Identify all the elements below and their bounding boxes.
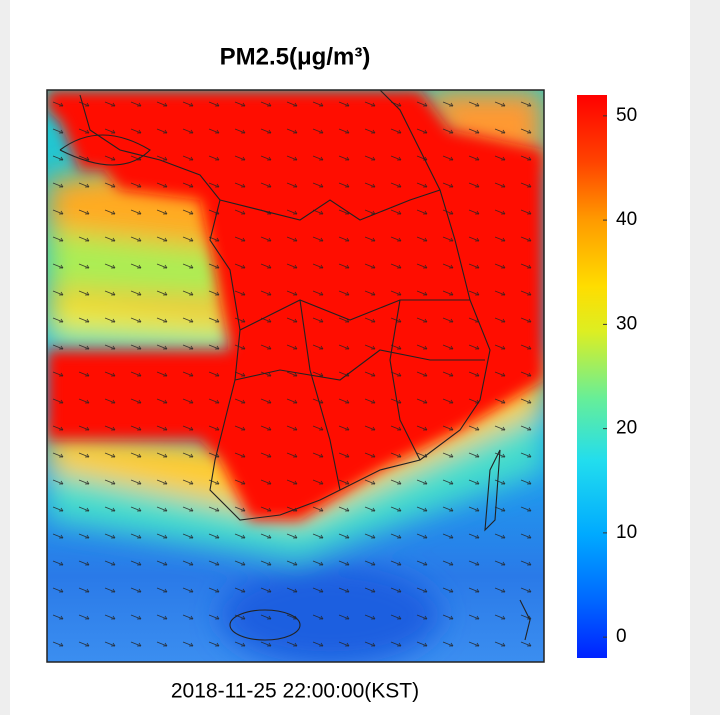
timestamp: 2018-11-25 22:00:00(KST) [171, 680, 419, 703]
colorbar: 0 10 20 30 40 50 [577, 95, 637, 658]
map-frame [46, 89, 545, 663]
map [47, 90, 544, 662]
colorbar-tick-label: 0 [616, 626, 627, 647]
colorbar-tick-label: 30 [616, 313, 637, 334]
colorbar-tick-label: 50 [616, 105, 637, 126]
colorbar-tick-label: 10 [616, 522, 637, 543]
colorbar-tick-label: 20 [616, 418, 637, 439]
colorbar-tick-label: 40 [616, 209, 637, 230]
colorbar-scale [577, 95, 607, 658]
map-title: PM2.5(μg/m³) [220, 43, 371, 70]
